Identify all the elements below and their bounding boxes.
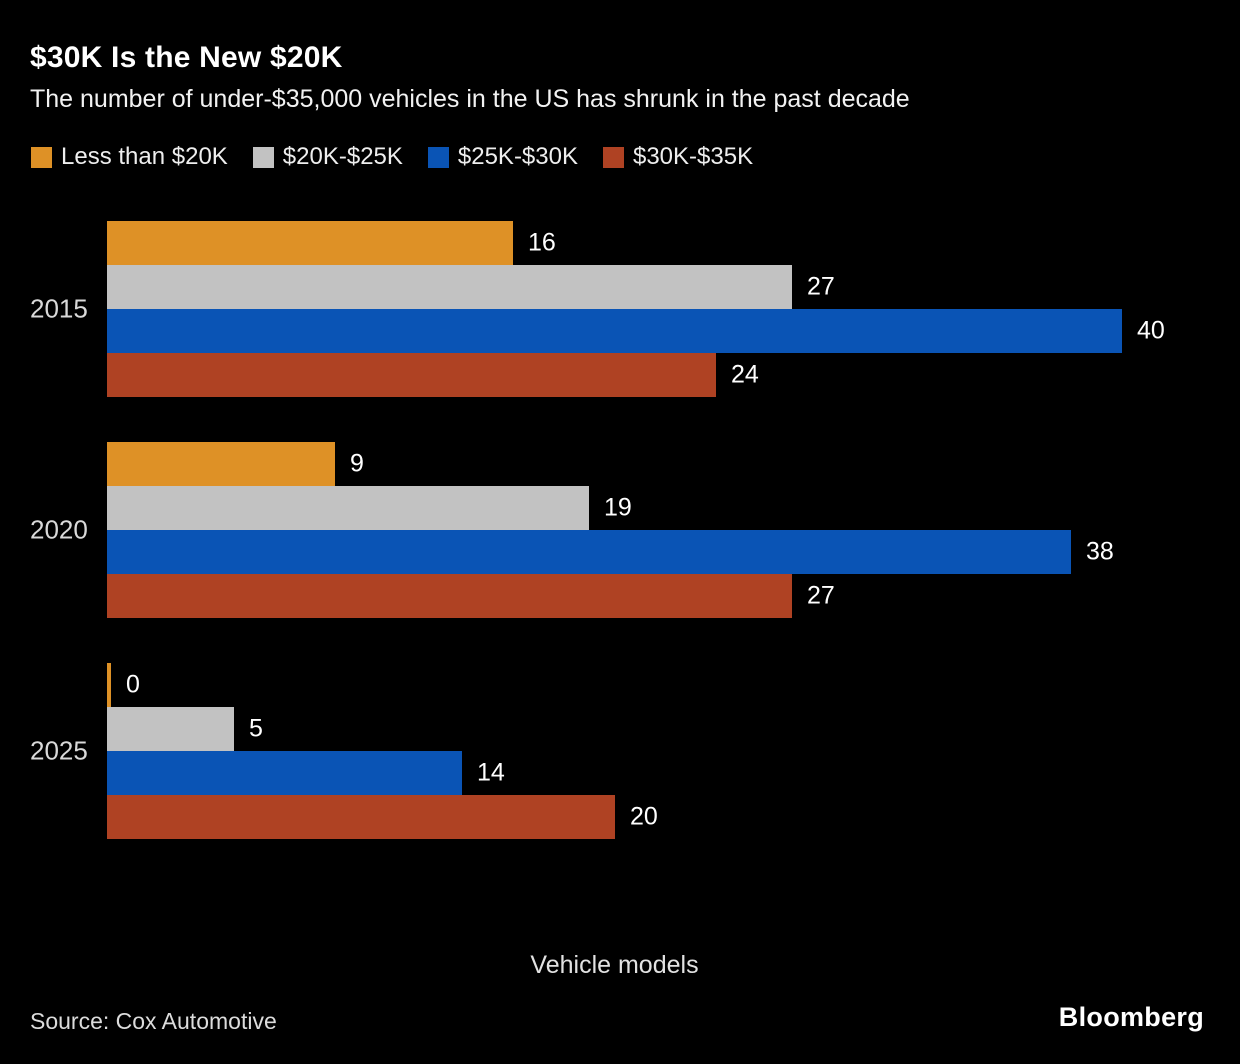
bar-segment xyxy=(107,353,716,397)
y-axis-tick-label: 2020 xyxy=(30,514,88,545)
bar-value-label: 40 xyxy=(1137,316,1165,345)
bar-group-2025: 2025 0 5 14 20 xyxy=(30,663,1122,839)
bar-row: 40 xyxy=(107,309,1165,353)
bar-row: 20 xyxy=(107,795,1122,839)
bar-row: 27 xyxy=(107,265,1122,309)
source-note: Source: Cox Automotive xyxy=(30,1008,277,1034)
legend-label: $25K-$30K xyxy=(457,143,578,170)
chart-title: $30K Is the New $20K xyxy=(30,41,343,74)
bar-segment xyxy=(107,707,234,751)
bar-value-label: 24 xyxy=(731,360,759,389)
bar-segment xyxy=(107,221,513,265)
bar-group-2020: 2020 9 19 38 27 xyxy=(30,442,1122,618)
bar-row: 38 xyxy=(107,530,1122,574)
bar-segment xyxy=(107,442,335,486)
y-axis-tick-label: 2015 xyxy=(30,293,88,324)
bar-value-label: 14 xyxy=(477,758,505,787)
bar-value-label: 5 xyxy=(249,714,263,743)
bar-value-label: 27 xyxy=(807,272,835,301)
bar-row: 19 xyxy=(107,486,1122,530)
legend-item: $20K-$25K xyxy=(252,143,403,171)
bar-group-2015: 2015 16 27 40 24 xyxy=(30,221,1165,397)
bar-value-label: 38 xyxy=(1086,537,1114,566)
bar-row: 0 xyxy=(107,663,1122,707)
bar-value-label: 9 xyxy=(350,449,364,478)
bar-row: 27 xyxy=(107,574,1122,618)
legend-swatch-icon xyxy=(427,146,449,168)
legend-swatch-icon xyxy=(252,146,274,168)
bar-row: 9 xyxy=(107,442,1122,486)
y-axis-tick-label: 2025 xyxy=(30,735,88,766)
legend-item: Less than $20K xyxy=(31,143,228,171)
legend-swatch-icon xyxy=(31,146,52,168)
legend-swatch-icon xyxy=(602,146,624,168)
bar-segment xyxy=(107,486,589,530)
bar-segment xyxy=(107,530,1071,574)
legend-label: Less than $20K xyxy=(61,143,228,170)
bar-value-label: 0 xyxy=(126,670,140,699)
bar-segment xyxy=(107,751,462,795)
bar-value-label: 27 xyxy=(807,581,835,610)
bar-segment xyxy=(107,795,615,839)
bar-value-label: 16 xyxy=(528,228,556,257)
bar-segment xyxy=(107,309,1122,353)
bar-value-label: 20 xyxy=(630,802,658,831)
chart-subtitle: The number of under-$35,000 vehicles in … xyxy=(30,85,910,113)
legend-item: $30K-$35K xyxy=(602,143,754,171)
bloomberg-logo: Bloomberg xyxy=(1058,1002,1204,1032)
bar-segment xyxy=(107,663,111,707)
bar-row: 24 xyxy=(107,353,1122,397)
legend-label: $30K-$35K xyxy=(632,143,754,170)
legend-item: $25K-$30K xyxy=(427,143,578,171)
x-axis-label: Vehicle models xyxy=(530,951,699,979)
bar-row: 14 xyxy=(107,751,1122,795)
bar-chart: 2015 16 27 40 24 2020 9 19 38 27 2025 0 5 14 20 xyxy=(30,221,1165,839)
legend: Less than $20K $20K-$25K $25K-$30K $30K-$35… xyxy=(31,143,753,171)
bar-segment xyxy=(107,265,792,309)
bar-value-label: 19 xyxy=(604,493,632,522)
bar-row: 5 xyxy=(107,707,1122,751)
legend-label: $20K-$25K xyxy=(282,143,403,170)
bar-segment xyxy=(107,574,792,618)
bar-row: 16 xyxy=(107,221,1122,265)
